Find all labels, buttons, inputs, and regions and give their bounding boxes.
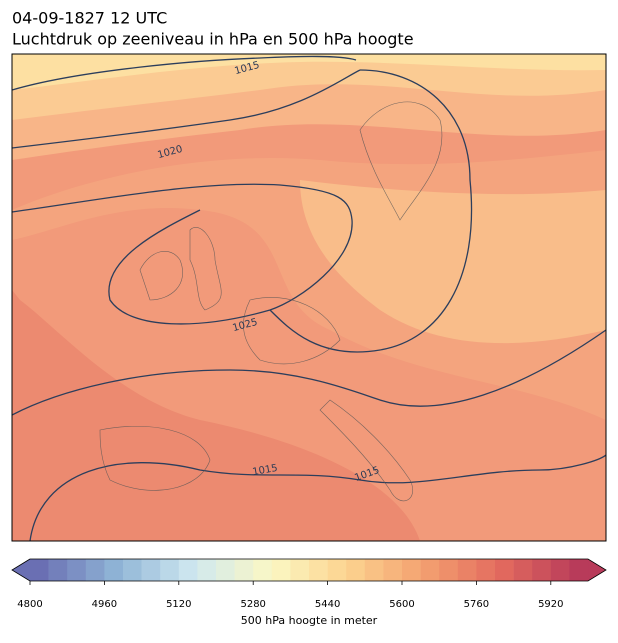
colorbar-tick-label: 4800 xyxy=(17,599,42,610)
colorbar-segment xyxy=(271,559,291,581)
colorbar-segment xyxy=(178,559,198,581)
colorbar-segment xyxy=(104,559,124,581)
colorbar-tick-label: 4960 xyxy=(92,599,117,610)
colorbar-segment xyxy=(457,559,477,581)
colorbar-tick-label: 5920 xyxy=(538,599,563,610)
colorbar-segment xyxy=(253,559,273,581)
colorbar-tick-label: 5760 xyxy=(464,599,489,610)
contour-label: 1015 xyxy=(252,463,279,478)
colorbar-tick-label: 5600 xyxy=(389,599,414,610)
colorbar-segment xyxy=(85,559,105,581)
colorbar-segment xyxy=(234,559,254,581)
colorbar-segment xyxy=(48,559,68,581)
colorbar-segment xyxy=(327,559,347,581)
colorbar-segment xyxy=(67,559,87,581)
title: 04-09-1827 12 UTC xyxy=(12,9,167,28)
colorbar-segment xyxy=(532,559,552,581)
colorbar-label: 500 hPa hoogte in meter xyxy=(241,614,378,627)
colorbar-segment xyxy=(420,559,440,581)
colorbar-segment xyxy=(123,559,142,581)
colorbar-segment xyxy=(383,559,403,581)
subtitle: Luchtdruk op zeeniveau in hPa en 500 hPa… xyxy=(12,30,414,49)
colorbar-segment xyxy=(290,559,310,581)
colorbar-segment xyxy=(216,559,235,581)
colorbar-tick-label: 5120 xyxy=(166,599,191,610)
colorbar-extend xyxy=(588,559,606,581)
colorbar-segment xyxy=(30,559,49,581)
colorbar-tick-label: 5280 xyxy=(240,599,265,610)
colorbar-segment xyxy=(141,559,161,581)
colorbar-segment xyxy=(364,559,384,581)
colorbar-segment xyxy=(569,559,589,581)
colorbar: 4800 4960 5120 5280 5440 5600 5760 5920 xyxy=(11,558,607,610)
colorbar-extend xyxy=(12,559,30,581)
colorbar-tick-label: 5440 xyxy=(315,599,340,610)
colorbar-segment xyxy=(550,559,570,581)
colorbar-outline xyxy=(11,558,607,582)
colorbar-segment xyxy=(439,559,459,581)
colorbar-segment xyxy=(513,559,533,581)
colorbar-segment xyxy=(309,559,328,581)
colorbar-segment xyxy=(495,559,514,581)
colorbar-segment xyxy=(476,559,496,581)
map xyxy=(12,54,606,541)
colorbar-segment xyxy=(346,559,366,581)
colorbar-segment xyxy=(402,559,421,581)
map-frame xyxy=(11,53,607,542)
colorbar-segment xyxy=(160,559,180,581)
colorbar-segment xyxy=(197,559,217,581)
